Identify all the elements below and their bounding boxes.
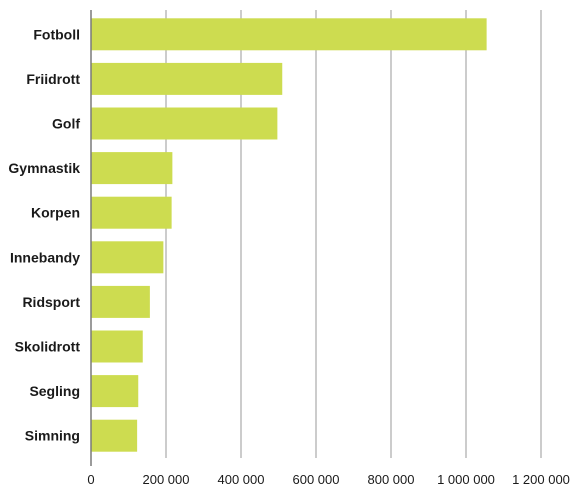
bar-golf xyxy=(91,107,278,140)
category-label: Ridsport xyxy=(22,294,80,310)
bar-fotboll xyxy=(91,18,487,51)
x-tick-label: 600 000 xyxy=(293,472,340,487)
bar-korpen xyxy=(91,196,172,229)
x-tick-label: 200 000 xyxy=(143,472,190,487)
category-label: Segling xyxy=(29,383,80,399)
bar-ridsport xyxy=(91,285,150,318)
category-label: Gymnastik xyxy=(8,160,80,176)
category-label: Friidrott xyxy=(26,71,80,87)
category-label: Innebandy xyxy=(10,249,80,265)
x-tick-label: 1 000 000 xyxy=(437,472,495,487)
x-tick-label: 0 xyxy=(87,472,94,487)
bar-friidrott xyxy=(91,62,283,95)
category-labels: Fotboll Friidrott Golf Gymnastik Korpen Inneb… xyxy=(8,26,80,443)
x-tick-label: 400 000 xyxy=(218,472,265,487)
x-tick-label: 800 000 xyxy=(368,472,415,487)
category-label: Skolidrott xyxy=(15,339,81,355)
category-label: Korpen xyxy=(31,205,80,221)
bar-skolidrott xyxy=(91,330,143,363)
bar-innebandy xyxy=(91,241,164,274)
category-label: Simning xyxy=(25,428,80,444)
category-label: Fotboll xyxy=(33,26,80,42)
x-tick-label: 1 200 000 xyxy=(512,472,570,487)
bar-simning xyxy=(91,419,138,452)
bar-gymnastik xyxy=(91,152,173,185)
bars xyxy=(91,18,487,452)
category-label: Golf xyxy=(52,116,80,132)
x-tick-labels: 0 200 000 400 000 600 000 800 000 1 000 000 1 … xyxy=(87,472,570,487)
bar-segling xyxy=(91,375,139,408)
